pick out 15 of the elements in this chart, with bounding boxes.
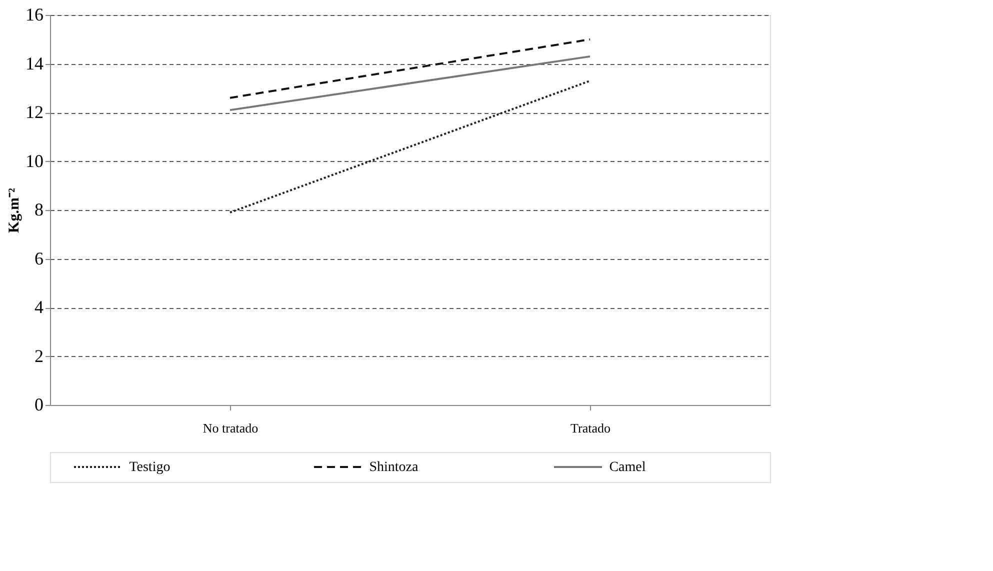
y-tick-label: 16	[26, 4, 44, 24]
y-axis-title: Kg.m⁻²	[6, 188, 22, 233]
y-tick-label: 6	[34, 248, 44, 268]
x-tick-label: Tratado	[570, 420, 610, 436]
y-tick-label: 2	[34, 346, 44, 366]
x-tick-label: No tratado	[202, 420, 258, 436]
y-tick-label: 12	[26, 102, 44, 122]
y-tick-label: 0	[34, 394, 44, 414]
y-tick-label: 4	[34, 297, 44, 317]
y-tick-label: 14	[26, 53, 44, 74]
y-tick-label: 8	[34, 200, 44, 220]
legend-label: Shintoza	[369, 460, 419, 475]
legend-label: Camel	[609, 460, 646, 475]
legend-label: Testigo	[129, 460, 170, 475]
y-tick-label: 10	[26, 150, 44, 171]
